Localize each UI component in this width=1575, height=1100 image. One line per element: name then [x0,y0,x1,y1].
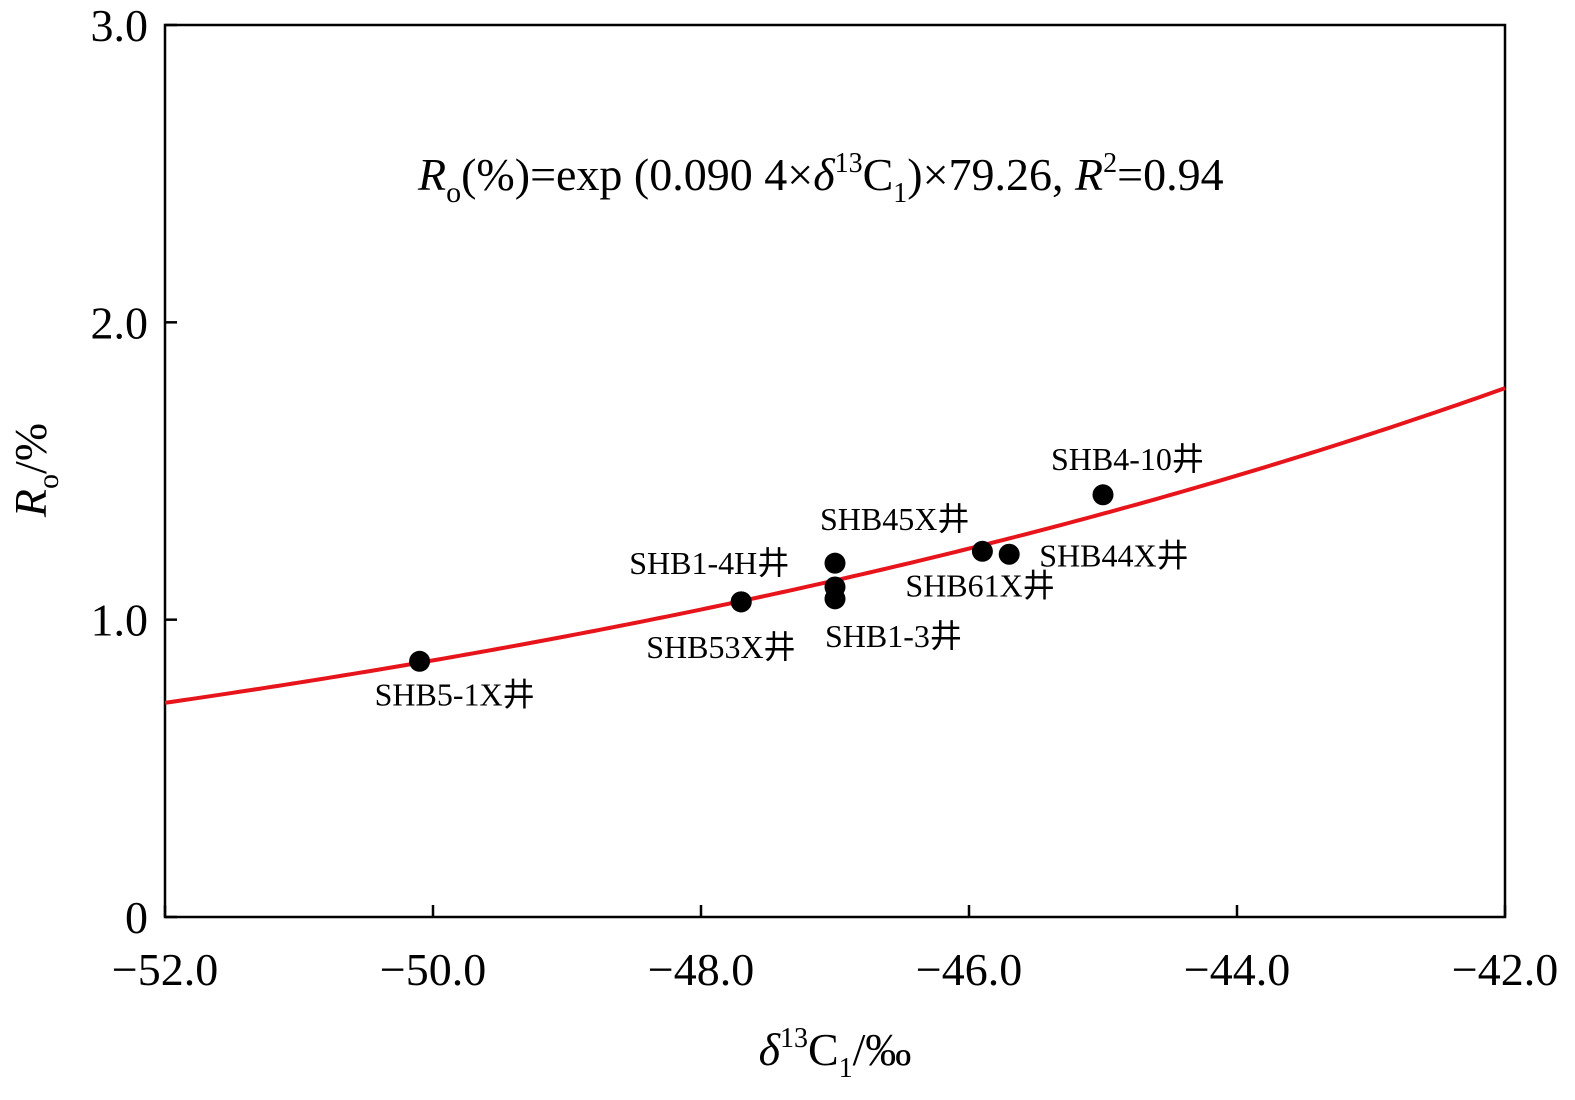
x-axis-title: δ13C1/‰ [759,1023,912,1084]
data-points [409,484,1114,672]
x-tick-label: −50.0 [380,944,486,995]
point-labels: SHB5-1X井 SHB53X井 SHB1-4H井 SHB45X井 SHB1-3井 SHB… [375,441,1204,713]
y-axis-ticks: 0 1.0 2.0 3.0 [91,0,177,943]
point-label: SHB1-3井 [825,618,962,654]
point-label: SHB44X井 [1039,537,1188,573]
data-point [824,576,846,598]
x-tick-label: −44.0 [1184,944,1290,995]
y-tick-label: 3.0 [91,0,149,51]
data-point [971,540,993,562]
point-label: SHB1-4H井 [629,545,789,581]
point-label: SHB53X井 [646,629,795,665]
y-tick-label: 1.0 [91,595,149,646]
regression-equation: Ro(%)=exp (0.090 4×δ13C1)×79.26, R2=0.94 [417,148,1224,209]
fit-curve [164,386,1506,705]
x-axis-ticks: −52.0 −50.0 −48.0 −46.0 −44.0 −42.0 [112,905,1558,995]
x-tick-label: −52.0 [112,944,218,995]
point-label: SHB4-10井 [1051,441,1204,477]
data-point [730,591,752,613]
point-label: SHB5-1X井 [375,676,535,712]
point-label: SHB61X井 [905,567,1054,603]
y-tick-label: 2.0 [91,297,149,348]
data-point [998,543,1020,565]
data-point [409,650,431,672]
plot-frame [163,23,1507,919]
data-point [1092,484,1114,506]
data-point [824,552,846,574]
y-tick-label: 0 [125,892,148,943]
x-tick-label: −46.0 [916,944,1022,995]
point-label: SHB45X井 [820,501,969,537]
y-axis-title: Ro/% [5,423,65,518]
x-tick-label: −48.0 [648,944,754,995]
x-tick-label: −42.0 [1452,944,1558,995]
